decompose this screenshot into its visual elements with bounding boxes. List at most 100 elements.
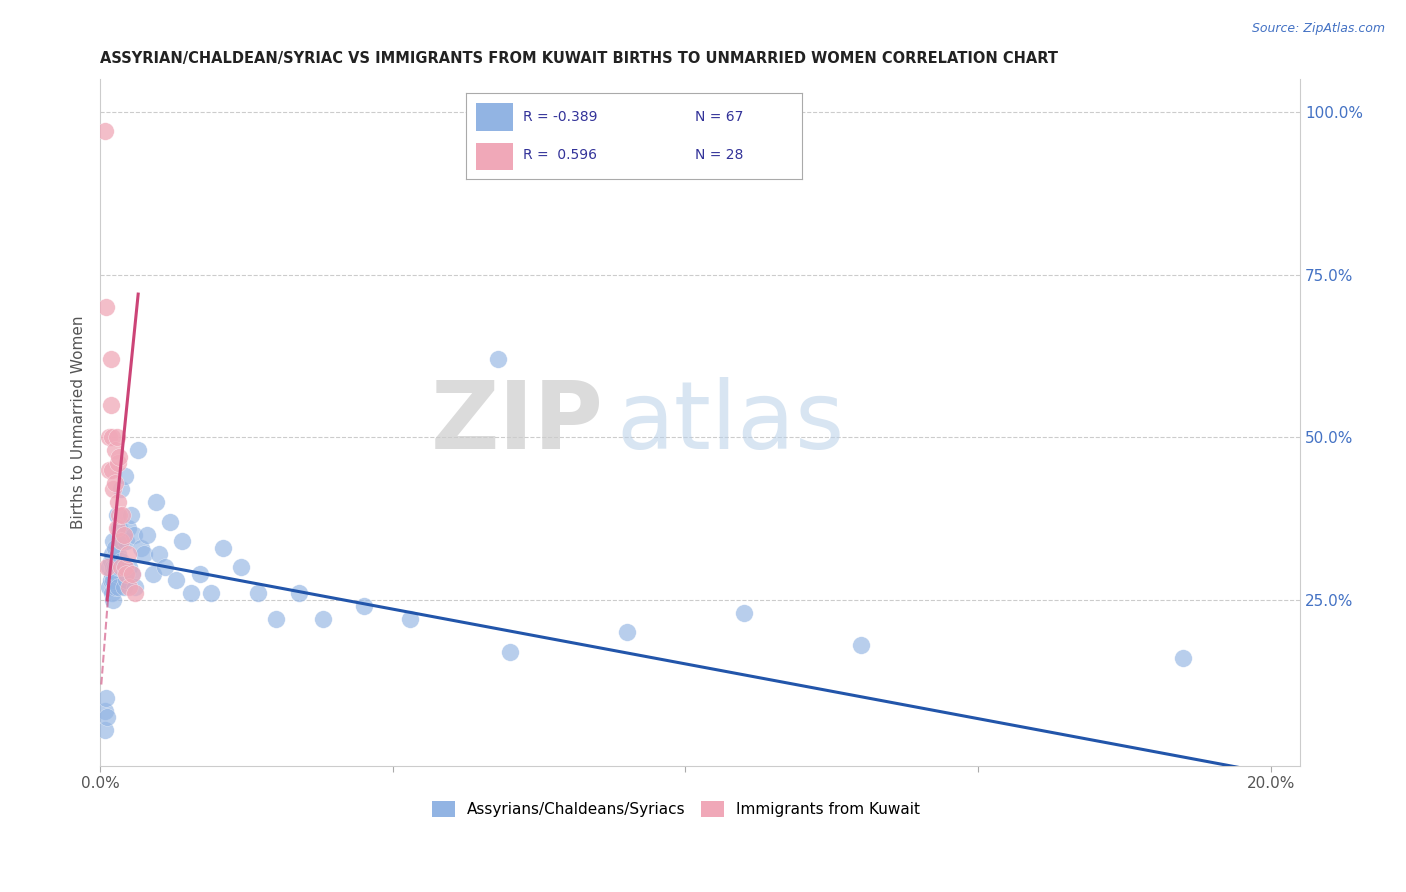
Point <box>101 586 124 600</box>
Point <box>101 463 124 477</box>
Point <box>159 515 181 529</box>
Point <box>104 541 127 555</box>
Point <box>97 463 120 477</box>
Point <box>1171 651 1194 665</box>
Point <box>94 704 117 718</box>
Point <box>101 566 124 581</box>
Point <box>353 599 375 614</box>
Point <box>101 560 124 574</box>
Point <box>105 430 128 444</box>
Point <box>100 554 122 568</box>
Point <box>120 508 142 523</box>
Point <box>108 521 131 535</box>
Point <box>107 548 129 562</box>
Y-axis label: Births to Unmarried Women: Births to Unmarried Women <box>72 316 86 529</box>
Point <box>108 450 131 464</box>
Point <box>107 560 129 574</box>
Point <box>105 508 128 523</box>
Point <box>399 612 422 626</box>
Text: ASSYRIAN/CHALDEAN/SYRIAC VS IMMIGRANTS FROM KUWAIT BIRTHS TO UNMARRIED WOMEN COR: ASSYRIAN/CHALDEAN/SYRIAC VS IMMIGRANTS F… <box>100 51 1059 66</box>
Point <box>200 586 222 600</box>
Point <box>108 560 131 574</box>
Point <box>110 534 132 549</box>
Point <box>115 534 138 549</box>
Point <box>136 528 159 542</box>
Point <box>97 580 120 594</box>
Point <box>110 560 132 574</box>
Point <box>101 548 124 562</box>
Point <box>112 528 135 542</box>
Point <box>110 554 132 568</box>
Point <box>104 475 127 490</box>
Point <box>111 534 134 549</box>
Point <box>94 723 117 737</box>
Point <box>124 580 146 594</box>
Point <box>486 352 509 367</box>
Point <box>97 560 120 574</box>
Point <box>107 495 129 509</box>
Point <box>229 560 252 574</box>
Point <box>616 625 638 640</box>
Point <box>114 560 136 574</box>
Point <box>105 566 128 581</box>
Point <box>108 508 131 523</box>
Point <box>114 469 136 483</box>
Point <box>247 586 270 600</box>
Point <box>96 710 118 724</box>
Point <box>104 443 127 458</box>
Point <box>117 521 139 535</box>
Point <box>100 398 122 412</box>
Point <box>94 300 117 314</box>
Point <box>165 574 187 588</box>
Point <box>101 593 124 607</box>
Point <box>118 580 141 594</box>
Point <box>115 566 138 581</box>
Text: ZIP: ZIP <box>432 376 605 468</box>
Point <box>122 528 145 542</box>
Point <box>121 566 143 581</box>
Point <box>96 560 118 574</box>
Point <box>264 612 287 626</box>
Point <box>180 586 202 600</box>
Point <box>97 430 120 444</box>
Point <box>112 560 135 574</box>
Point <box>101 483 124 497</box>
Text: Source: ZipAtlas.com: Source: ZipAtlas.com <box>1251 22 1385 36</box>
Point <box>110 483 132 497</box>
Point <box>118 560 141 574</box>
Point <box>100 352 122 367</box>
Point <box>104 580 127 594</box>
Point <box>94 124 117 138</box>
Point <box>127 443 149 458</box>
Point <box>212 541 235 555</box>
Point <box>94 690 117 705</box>
Point <box>288 586 311 600</box>
Point <box>849 639 872 653</box>
Point <box>107 580 129 594</box>
Point <box>112 580 135 594</box>
Point <box>499 645 522 659</box>
Point <box>124 586 146 600</box>
Point <box>142 566 165 581</box>
Point <box>104 560 127 574</box>
Point <box>101 534 124 549</box>
Point <box>148 548 170 562</box>
Point <box>129 541 152 555</box>
Point <box>101 574 124 588</box>
Point <box>188 566 211 581</box>
Point <box>121 566 143 581</box>
Point <box>107 456 129 470</box>
Point <box>132 548 155 562</box>
Point <box>101 430 124 444</box>
Legend: Assyrians/Chaldeans/Syriacs, Immigrants from Kuwait: Assyrians/Chaldeans/Syriacs, Immigrants … <box>426 796 927 823</box>
Point <box>733 606 755 620</box>
Point <box>115 574 138 588</box>
Point <box>105 521 128 535</box>
Point <box>170 534 193 549</box>
Point <box>145 495 167 509</box>
Point <box>117 548 139 562</box>
Point <box>153 560 176 574</box>
Text: atlas: atlas <box>616 376 845 468</box>
Point <box>111 508 134 523</box>
Point <box>311 612 333 626</box>
